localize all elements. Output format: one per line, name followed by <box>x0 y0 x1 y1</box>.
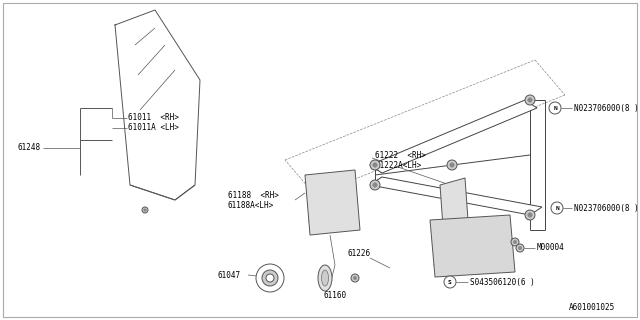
Circle shape <box>266 274 274 282</box>
Text: 61226: 61226 <box>348 249 371 258</box>
Text: 61248: 61248 <box>18 143 41 153</box>
Circle shape <box>444 276 456 288</box>
Text: 61011A <LH>: 61011A <LH> <box>128 124 179 132</box>
Text: 61011  <RH>: 61011 <RH> <box>128 114 179 123</box>
Ellipse shape <box>321 270 328 286</box>
Polygon shape <box>305 170 360 235</box>
Text: 61222  <RH>: 61222 <RH> <box>375 150 426 159</box>
Circle shape <box>450 163 454 167</box>
Text: N: N <box>553 106 557 110</box>
Circle shape <box>518 246 522 250</box>
Circle shape <box>551 202 563 214</box>
Circle shape <box>142 207 148 213</box>
Polygon shape <box>440 178 468 227</box>
Circle shape <box>372 183 377 187</box>
Circle shape <box>528 213 532 217</box>
Circle shape <box>528 98 532 102</box>
Text: S: S <box>448 279 452 284</box>
Text: N: N <box>555 205 559 211</box>
Polygon shape <box>430 215 515 277</box>
Circle shape <box>525 210 535 220</box>
Text: N023706000(8 ): N023706000(8 ) <box>574 204 639 212</box>
Circle shape <box>516 244 524 252</box>
Text: S043506120(6 ): S043506120(6 ) <box>470 277 535 286</box>
Circle shape <box>525 95 535 105</box>
Text: 61188A<LH>: 61188A<LH> <box>228 201 275 210</box>
Circle shape <box>370 160 380 170</box>
Circle shape <box>447 160 457 170</box>
Text: 61222A<LH>: 61222A<LH> <box>375 161 421 170</box>
Circle shape <box>262 270 278 286</box>
Circle shape <box>372 163 377 167</box>
Ellipse shape <box>318 265 332 291</box>
Circle shape <box>143 209 147 211</box>
Text: A601001025: A601001025 <box>569 303 615 313</box>
Circle shape <box>351 274 359 282</box>
Circle shape <box>256 264 284 292</box>
Circle shape <box>370 180 380 190</box>
Text: N023706000(8 ): N023706000(8 ) <box>574 103 639 113</box>
Polygon shape <box>370 100 537 173</box>
Circle shape <box>513 240 517 244</box>
Text: 61188  <RH>: 61188 <RH> <box>228 190 279 199</box>
Text: 61160: 61160 <box>323 291 346 300</box>
Circle shape <box>549 102 561 114</box>
Text: M00004: M00004 <box>537 244 564 252</box>
Circle shape <box>511 238 519 246</box>
Polygon shape <box>370 177 542 215</box>
Text: 61047: 61047 <box>218 270 241 279</box>
Circle shape <box>353 276 357 280</box>
